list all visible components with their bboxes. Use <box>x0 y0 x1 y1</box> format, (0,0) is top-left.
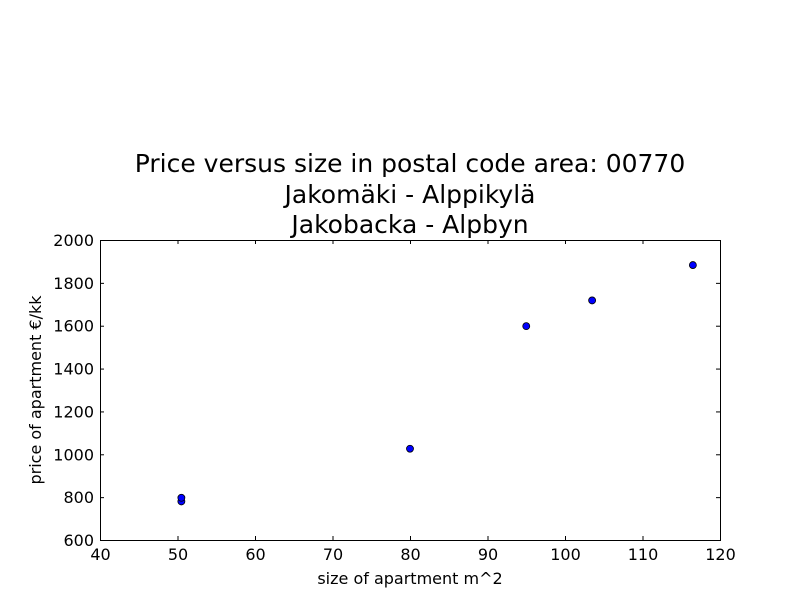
y-tick-label: 1800 <box>53 274 94 293</box>
x-tick-label: 80 <box>400 545 420 564</box>
data-point <box>177 493 186 502</box>
x-axis-label: size of apartment m^2 <box>317 569 502 588</box>
x-tick-label: 60 <box>245 545 265 564</box>
x-tick-label: 120 <box>705 545 736 564</box>
axis-ticks: 40 50 60 70 80 90 100 110 120 600 800 1000 1200 1400 1… <box>53 231 735 564</box>
y-tick-label: 2000 <box>53 231 94 250</box>
y-tick-label: 800 <box>63 488 94 507</box>
data-point <box>522 322 531 331</box>
x-tick-label: 50 <box>168 545 188 564</box>
y-tick-label: 1600 <box>53 317 94 336</box>
chart-title: Price versus size in postal code area: 0… <box>135 149 685 239</box>
data-point <box>406 444 414 453</box>
y-tick-label: 1000 <box>53 445 94 464</box>
y-tick-label: 1400 <box>53 360 94 379</box>
y-tick-label: 600 <box>63 531 94 550</box>
x-tick-label: 70 <box>323 545 343 564</box>
data-points <box>177 261 697 506</box>
chart-title-line-3: Jakobacka - Alpbyn <box>289 210 528 239</box>
y-tick-label: 1200 <box>53 402 94 421</box>
x-tick-label: 110 <box>628 545 659 564</box>
data-point <box>688 261 697 269</box>
chart-title-line-1: Price versus size in postal code area: 0… <box>135 149 685 178</box>
chart-title-line-2: Jakomäki - Alppikylä <box>283 180 536 209</box>
x-tick-label: 100 <box>550 545 581 564</box>
x-tick-label: 90 <box>478 545 498 564</box>
plot-area-frame <box>100 240 721 541</box>
data-point <box>588 296 597 305</box>
y-axis-label: price of apartment €/kk <box>26 295 45 485</box>
x-tick-label: 40 <box>90 545 110 564</box>
